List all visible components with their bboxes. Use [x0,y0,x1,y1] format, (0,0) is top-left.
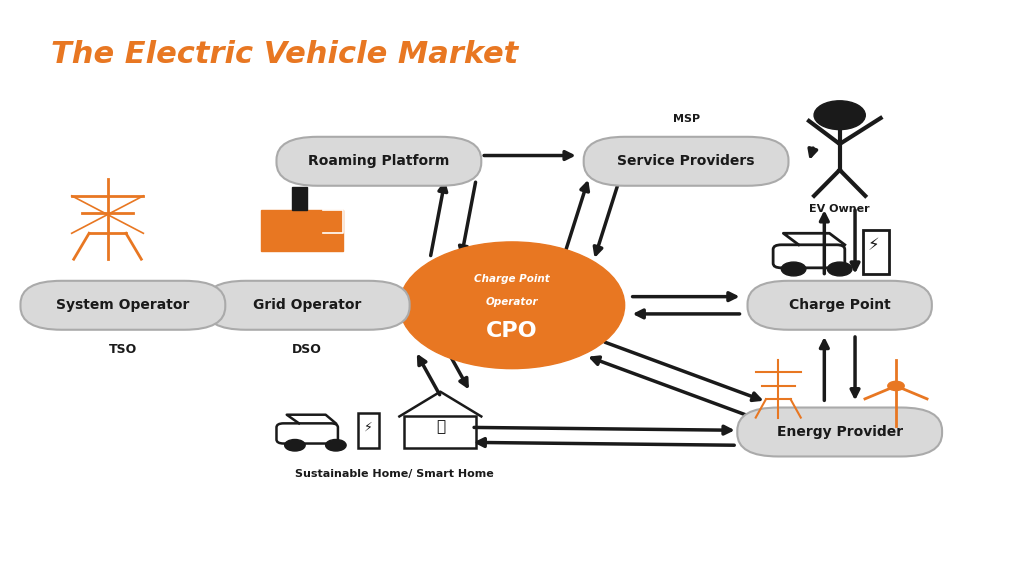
Circle shape [888,381,904,391]
Text: EV Owner: EV Owner [809,204,870,214]
Text: Service Providers: Service Providers [617,154,755,168]
Text: Charge Point: Charge Point [474,274,550,285]
Circle shape [781,262,806,276]
Text: TSO: TSO [109,343,137,356]
FancyBboxPatch shape [20,281,225,329]
FancyBboxPatch shape [748,281,932,329]
Circle shape [814,101,865,130]
Text: Charge Point: Charge Point [788,298,891,312]
FancyBboxPatch shape [276,137,481,185]
Text: MSP: MSP [673,114,699,124]
Circle shape [326,439,346,451]
Text: Grid Operator: Grid Operator [253,298,361,312]
Text: 🌿: 🌿 [436,419,444,434]
Text: DSO: DSO [292,343,323,356]
Text: ⚡: ⚡ [365,421,373,434]
Text: ⚡: ⚡ [867,236,880,254]
Text: Sustainable Home/ Smart Home: Sustainable Home/ Smart Home [295,469,494,479]
FancyBboxPatch shape [205,281,410,329]
FancyBboxPatch shape [584,137,788,185]
Text: Operator: Operator [485,297,539,308]
Circle shape [827,262,852,276]
Text: The Electric Vehicle Market: The Electric Vehicle Market [51,40,518,69]
Circle shape [285,439,305,451]
Circle shape [399,242,625,369]
Text: Energy Provider: Energy Provider [776,425,903,439]
Text: CPO: CPO [486,321,538,341]
Text: Roaming Platform: Roaming Platform [308,154,450,168]
FancyBboxPatch shape [292,187,307,210]
Text: System Operator: System Operator [56,298,189,312]
FancyBboxPatch shape [737,408,942,456]
FancyBboxPatch shape [261,210,343,251]
